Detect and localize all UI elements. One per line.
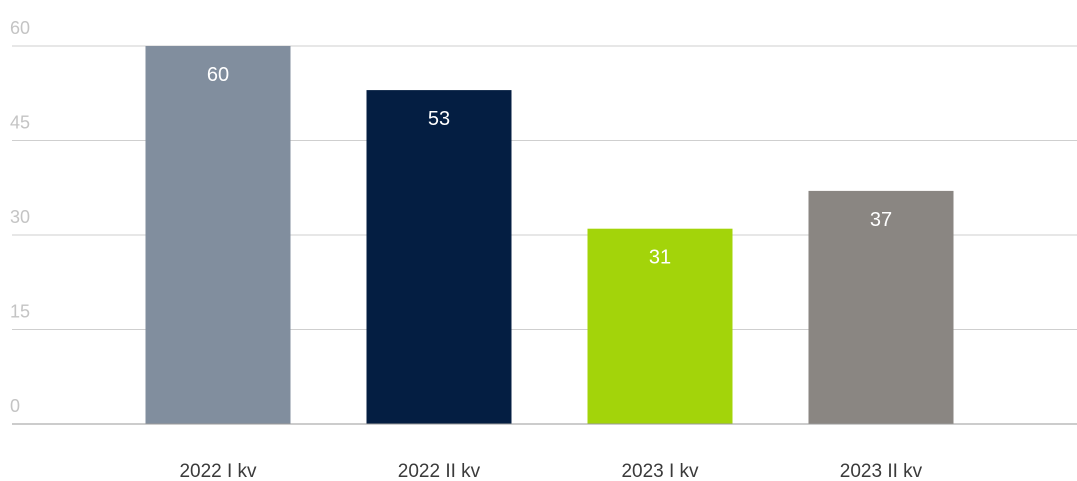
bars	[145, 46, 954, 424]
data-label: 60	[207, 64, 229, 86]
data-label: 31	[649, 247, 671, 269]
bar	[808, 190, 954, 424]
data-labels: 60 53 31 37	[207, 64, 892, 269]
bar	[366, 90, 512, 424]
y-tick-label: 45	[10, 113, 30, 133]
y-tick-label: 0	[10, 396, 20, 416]
x-axis-categories: 2022 I kv 2022 II kv 2023 I kv 2023 II kv	[179, 461, 922, 481]
y-axis-ticks: 0 15 30 45 60	[10, 18, 30, 416]
x-tick-label: 2022 II kv	[398, 461, 481, 481]
data-label: 37	[870, 209, 892, 231]
x-tick-label: 2022 I kv	[179, 461, 257, 481]
bar	[145, 46, 291, 424]
data-label: 53	[428, 108, 450, 130]
x-tick-label: 2023 I kv	[621, 461, 699, 481]
y-tick-label: 60	[10, 18, 30, 38]
y-tick-label: 30	[10, 207, 30, 227]
bar	[587, 228, 733, 424]
y-tick-label: 15	[10, 302, 30, 322]
x-tick-label: 2023 II kv	[840, 461, 923, 481]
